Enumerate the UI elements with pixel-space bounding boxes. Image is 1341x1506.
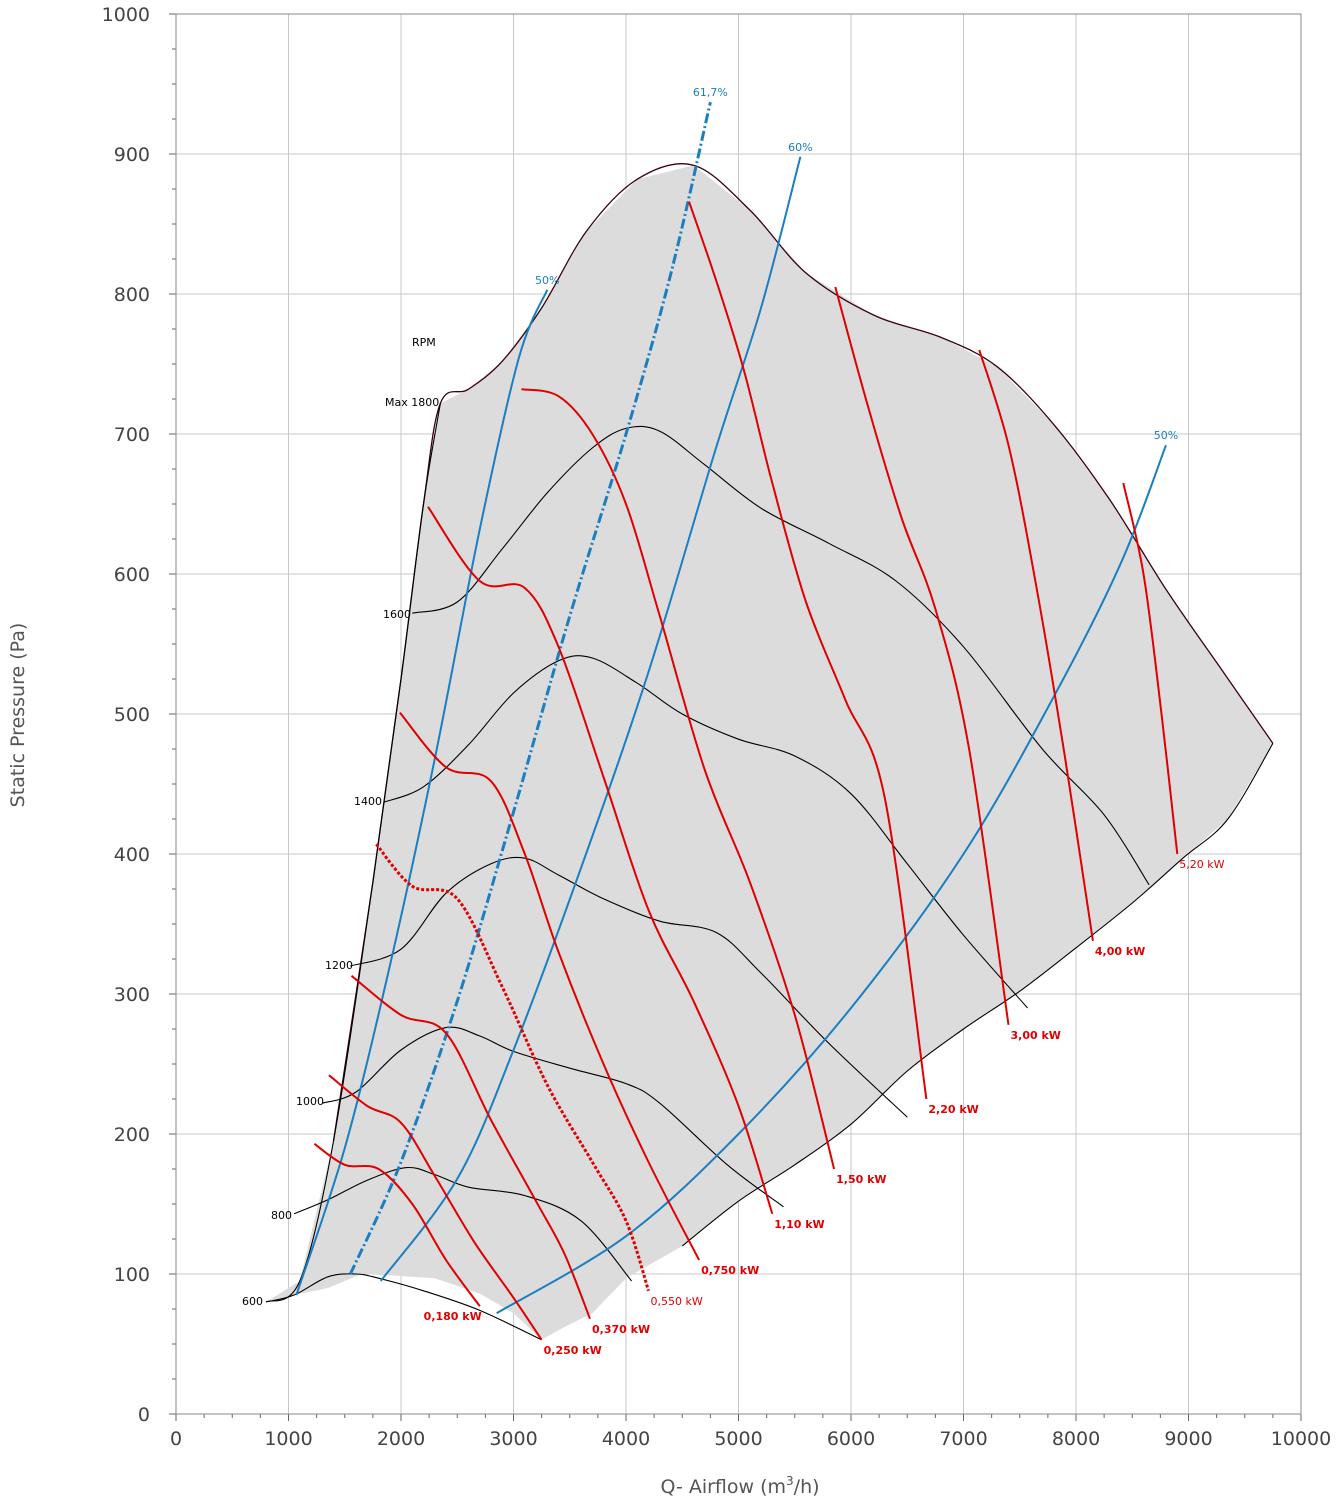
x-tick-label: 6000 [827, 1428, 875, 1450]
power-curve-3-00-kw [834, 286, 1010, 1025]
x-tick-label: 7000 [939, 1428, 987, 1450]
x-tick-label: 10000 [1271, 1428, 1331, 1450]
power-curve-5-20-kw [1122, 482, 1179, 855]
rpm-label-max: Max 1800 [385, 396, 439, 409]
efficiency-label: 50% [1154, 429, 1178, 442]
power-curve-0-250-kw [328, 1074, 543, 1341]
power-curves [313, 201, 1179, 1341]
y-tick-label: 1000 [102, 4, 150, 26]
x-tick-label: 9000 [1164, 1428, 1212, 1450]
power-label: 0,180 kW [424, 1310, 482, 1323]
rpm-label-1200: 1200 [325, 959, 353, 972]
rpm-label-1600: 1600 [383, 608, 411, 621]
power-curve-1-10-kw [427, 506, 774, 1215]
efficiency-curve-50-3 [496, 444, 1167, 1315]
y-tick-label: 100 [114, 1264, 150, 1286]
y-tick-label: 400 [114, 844, 150, 866]
x-axis-title-tail: /h) [794, 1476, 820, 1498]
y-tick-label: 500 [114, 704, 150, 726]
rpm-label-800: 800 [271, 1209, 292, 1222]
rpm-label-1400: 1400 [354, 795, 382, 808]
efficiency-curve-50-0 [295, 289, 549, 1296]
power-label: 3,00 kW [1011, 1029, 1061, 1042]
efficiency-curve-60-2 [379, 156, 802, 1282]
power-curve-0-550-kw [375, 843, 650, 1292]
power-curve-0-180-kw [313, 1142, 481, 1307]
x-tick-label: 1000 [264, 1428, 312, 1450]
power-label: 2,20 kW [928, 1103, 978, 1116]
rpm-label-600: 600 [242, 1295, 263, 1308]
y-tick-label: 700 [114, 424, 150, 446]
x-tick-label: 4000 [602, 1428, 650, 1450]
plot-frame [175, 13, 1302, 1415]
x-tick-label: 5000 [714, 1428, 762, 1450]
curve-labels: 50% 61,7% 60% 50% 0,180 kW 0,250 kW 0,370 kW 0,… [424, 86, 1225, 1357]
power-label: 4,00 kW [1095, 945, 1145, 958]
rpm-curve-1600 [412, 425, 1150, 886]
power-label: 5,20 kW [1179, 858, 1224, 871]
efficiency-label: 50% [535, 274, 559, 287]
y-tick-label: 900 [114, 144, 150, 166]
x-axis-title-main: Q- Airflow (m [660, 1476, 786, 1498]
power-label: 1,50 kW [836, 1173, 886, 1186]
power-label: 0,370 kW [592, 1323, 650, 1336]
power-label: 0,750 kW [701, 1264, 759, 1277]
envelope-bottom-edge [681, 743, 1274, 1247]
power-label: 0,550 kW [651, 1295, 703, 1308]
y-axis-title: Static Pressure (Pa) [7, 623, 29, 808]
efficiency-label: 61,7% [693, 86, 728, 99]
x-tick-label: 0 [170, 1428, 182, 1450]
rpm-label-1000: 1000 [296, 1095, 324, 1108]
efficiency-label: 60% [788, 141, 812, 154]
x-tick-label: 2000 [377, 1428, 425, 1450]
x-axis-title: Q- Airflow (m3/h) [660, 1474, 819, 1498]
efficiency-curve-61-7-1 [349, 101, 712, 1275]
x-tick-label: 8000 [1052, 1428, 1100, 1450]
envelope-left-edge [265, 403, 441, 1303]
rpm-curve-1400 [383, 655, 1029, 1009]
envelope-fill [266, 165, 1273, 1340]
power-curve-0-370-kw [350, 975, 591, 1320]
power-label: 1,10 kW [774, 1218, 824, 1231]
x-axis-title-superscript: 3 [786, 1474, 794, 1488]
power-label: 0,250 kW [544, 1344, 602, 1357]
efficiency-curves [295, 101, 1167, 1315]
y-tick-label: 800 [114, 284, 150, 306]
power-curve-2-20-kw [688, 201, 928, 1100]
rpm-curve-1000 [322, 1026, 784, 1208]
rpm-header-label: RPM [412, 336, 436, 349]
y-tick-label: 0 [138, 1404, 150, 1426]
y-tick-label: 300 [114, 984, 150, 1006]
x-tick-label: 3000 [489, 1428, 537, 1450]
y-tick-label: 600 [114, 564, 150, 586]
y-tick-label: 200 [114, 1124, 150, 1146]
power-curve-4-00-kw [978, 349, 1094, 941]
power-curve-0-750-kw [399, 711, 700, 1261]
axes: 0 1000 2000 3000 4000 5000 6000 7000 8000 9000 100… [102, 4, 1332, 1450]
operating-envelope [265, 163, 1274, 1340]
power-curve-1-50-kw [521, 388, 836, 1170]
